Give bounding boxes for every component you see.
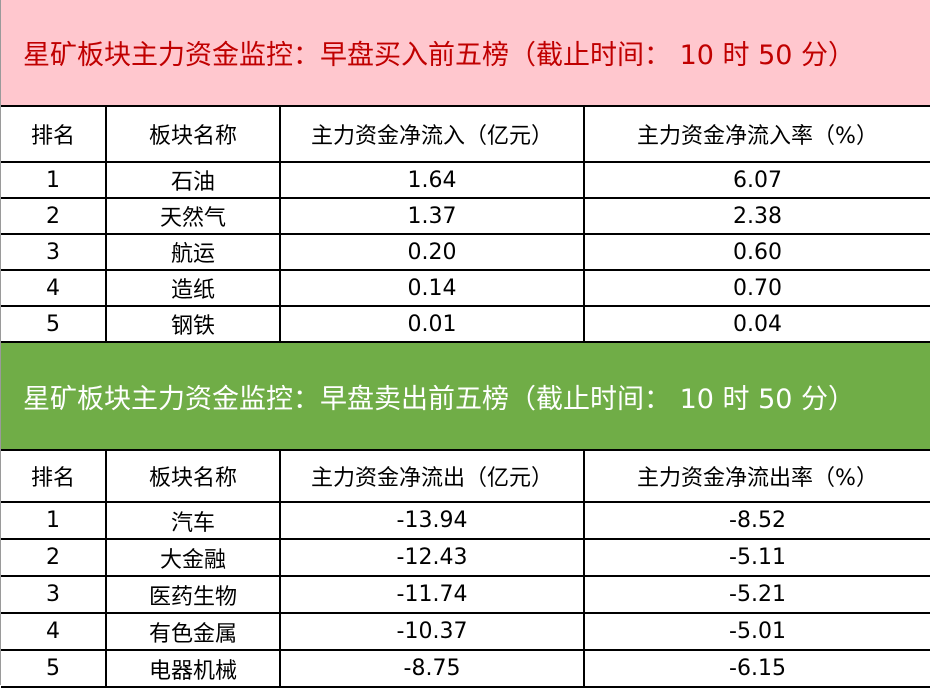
sector-cell: 航运 bbox=[105, 234, 281, 271]
table-row: 4 造纸 0.14 0.70 bbox=[1, 270, 930, 307]
rank-cell: 2 bbox=[1, 539, 107, 577]
header-inflow-rate: 主力资金净流入率（%） bbox=[583, 107, 930, 163]
amount-cell: -13.94 bbox=[279, 502, 585, 540]
rate-cell: -6.15 bbox=[583, 650, 930, 688]
rank-cell: 1 bbox=[1, 502, 107, 540]
sector-cell: 石油 bbox=[105, 162, 281, 199]
header-outflow-rate: 主力资金净流出率（%） bbox=[583, 451, 930, 503]
table-row: 1 石油 1.64 6.07 bbox=[1, 162, 930, 199]
buy-table: 排名 板块名称 主力资金净流入（亿元） 主力资金净流入率（%） 1 石油 1.64 6… bbox=[1, 107, 930, 343]
amount-cell: 0.14 bbox=[279, 270, 585, 307]
sector-cell: 医药生物 bbox=[105, 576, 281, 614]
sell-title: 星矿板块主力资金监控：早盘卖出前五榜（截止时间： 10 时 50 分） bbox=[23, 383, 856, 415]
amount-cell: 0.01 bbox=[279, 306, 585, 343]
table-row: 4 有色金属 -10.37 -5.01 bbox=[1, 613, 930, 651]
sell-table: 排名 板块名称 主力资金净流出（亿元） 主力资金净流出率（%） 1 汽车 -13.9… bbox=[1, 451, 930, 688]
sell-title-band: 星矿板块主力资金监控：早盘卖出前五榜（截止时间： 10 时 50 分） bbox=[1, 343, 930, 451]
amount-cell: -8.75 bbox=[279, 650, 585, 688]
amount-cell: -12.43 bbox=[279, 539, 585, 577]
sell-header-row: 排名 板块名称 主力资金净流出（亿元） 主力资金净流出率（%） bbox=[1, 451, 930, 503]
buy-title-band: 星矿板块主力资金监控：早盘买入前五榜（截止时间： 10 时 50 分） bbox=[1, 0, 930, 107]
header-rank: 排名 bbox=[1, 107, 107, 163]
rate-cell: 6.07 bbox=[583, 162, 930, 199]
rank-cell: 4 bbox=[1, 613, 107, 651]
amount-cell: -11.74 bbox=[279, 576, 585, 614]
rank-cell: 5 bbox=[1, 650, 107, 688]
sector-cell: 钢铁 bbox=[105, 306, 281, 343]
sector-cell: 有色金属 bbox=[105, 613, 281, 651]
rate-cell: -5.21 bbox=[583, 576, 930, 614]
rate-cell: -8.52 bbox=[583, 502, 930, 540]
amount-cell: 0.20 bbox=[279, 234, 585, 271]
rank-cell: 2 bbox=[1, 198, 107, 235]
header-rank: 排名 bbox=[1, 451, 107, 503]
rate-cell: 0.60 bbox=[583, 234, 930, 271]
header-sector: 板块名称 bbox=[105, 451, 281, 503]
rate-cell: 0.70 bbox=[583, 270, 930, 307]
sector-cell: 汽车 bbox=[105, 502, 281, 540]
rate-cell: -5.11 bbox=[583, 539, 930, 577]
table-row: 3 医药生物 -11.74 -5.21 bbox=[1, 576, 930, 614]
amount-cell: 1.64 bbox=[279, 162, 585, 199]
buy-title: 星矿板块主力资金监控：早盘买入前五榜（截止时间： 10 时 50 分） bbox=[23, 40, 856, 71]
sector-cell: 天然气 bbox=[105, 198, 281, 235]
sector-cell: 大金融 bbox=[105, 539, 281, 577]
header-inflow: 主力资金净流入（亿元） bbox=[279, 107, 585, 163]
rank-cell: 3 bbox=[1, 576, 107, 614]
buy-header-row: 排名 板块名称 主力资金净流入（亿元） 主力资金净流入率（%） bbox=[1, 107, 930, 163]
sector-cell: 电器机械 bbox=[105, 650, 281, 688]
rank-cell: 4 bbox=[1, 270, 107, 307]
sector-cell: 造纸 bbox=[105, 270, 281, 307]
rank-cell: 1 bbox=[1, 162, 107, 199]
header-outflow: 主力资金净流出（亿元） bbox=[279, 451, 585, 503]
rate-cell: 2.38 bbox=[583, 198, 930, 235]
table-row: 2 大金融 -12.43 -5.11 bbox=[1, 539, 930, 577]
table-row: 5 电器机械 -8.75 -6.15 bbox=[1, 650, 930, 688]
rate-cell: -5.01 bbox=[583, 613, 930, 651]
amount-cell: 1.37 bbox=[279, 198, 585, 235]
rank-cell: 5 bbox=[1, 306, 107, 343]
table-row: 2 天然气 1.37 2.38 bbox=[1, 198, 930, 235]
rank-cell: 3 bbox=[1, 234, 107, 271]
amount-cell: -10.37 bbox=[279, 613, 585, 651]
header-sector: 板块名称 bbox=[105, 107, 281, 163]
rate-cell: 0.04 bbox=[583, 306, 930, 343]
table-row: 1 汽车 -13.94 -8.52 bbox=[1, 502, 930, 540]
table-row: 5 钢铁 0.01 0.04 bbox=[1, 306, 930, 343]
table-row: 3 航运 0.20 0.60 bbox=[1, 234, 930, 271]
